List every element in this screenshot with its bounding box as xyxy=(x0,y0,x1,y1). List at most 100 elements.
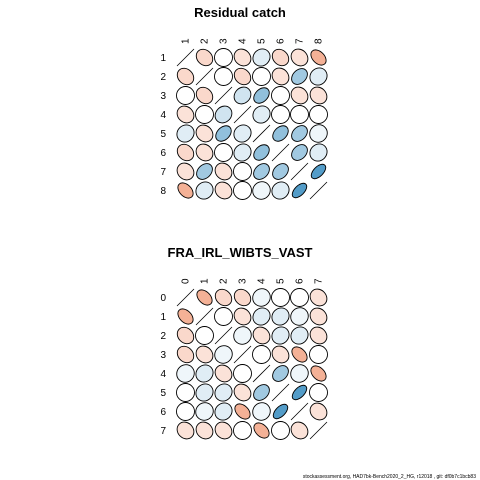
correlation-ellipse xyxy=(291,182,308,199)
row-label: 6 xyxy=(160,407,166,418)
correlation-ellipse xyxy=(253,384,270,401)
row-label: 5 xyxy=(160,129,166,140)
correlation-ellipse xyxy=(233,86,252,105)
panel-1-title: Residual catch xyxy=(194,5,286,20)
correlation-ellipse xyxy=(272,365,289,382)
correlation-ellipse xyxy=(253,144,270,161)
row-label: 7 xyxy=(160,426,166,437)
row-label: 7 xyxy=(160,167,166,178)
correlation-ellipse xyxy=(215,125,232,142)
correlation-ellipse xyxy=(290,326,309,345)
correlation-ellipse xyxy=(195,86,214,105)
correlation-ellipse xyxy=(176,162,195,181)
correlation-ellipse xyxy=(195,345,214,364)
correlation-ellipse xyxy=(310,163,327,180)
correlation-ellipse xyxy=(214,67,233,86)
correlation-ellipse xyxy=(309,288,328,307)
correlation-ellipse xyxy=(271,326,290,345)
correlation-ellipse xyxy=(214,181,233,200)
diagonal-mark xyxy=(233,345,252,364)
correlation-ellipse xyxy=(195,105,214,124)
correlation-ellipse xyxy=(309,307,328,326)
correlation-ellipse xyxy=(271,181,290,200)
correlation-ellipse xyxy=(196,289,213,306)
diagonal-mark xyxy=(271,383,290,402)
diagonal-mark xyxy=(233,105,252,124)
correlation-ellipse xyxy=(290,105,309,124)
correlation-ellipse xyxy=(196,163,213,180)
correlation-ellipse xyxy=(195,143,214,162)
column-label: 5 xyxy=(276,278,287,284)
correlation-ellipse xyxy=(309,67,328,86)
column-label: 5 xyxy=(257,38,268,44)
correlation-ellipse xyxy=(176,326,195,345)
row-label: 1 xyxy=(160,53,166,64)
correlation-ellipse xyxy=(252,105,271,124)
correlation-ellipse xyxy=(253,163,270,180)
correlation-ellipse xyxy=(195,383,214,402)
correlation-ellipse xyxy=(214,364,233,383)
correlation-ellipse xyxy=(177,182,194,199)
correlation-ellipse xyxy=(309,86,328,105)
diagonal-mark xyxy=(252,124,271,143)
column-label: 7 xyxy=(295,38,306,44)
correlation-ellipse xyxy=(252,402,271,421)
correlation-ellipse xyxy=(291,144,308,161)
column-label: 8 xyxy=(314,38,325,44)
survey-correlation-panel: 0 1 2 3 4 5 6 7 0 1 2 3 4 5 6 7 xyxy=(160,278,328,440)
correlation-ellipse xyxy=(271,48,290,67)
correlation-ellipse xyxy=(271,105,290,124)
correlation-ellipse xyxy=(310,365,327,382)
correlation-ellipse xyxy=(176,86,195,105)
column-label: 6 xyxy=(276,38,287,44)
diagonal-mark xyxy=(271,143,290,162)
correlation-ellipse xyxy=(214,402,233,421)
correlation-ellipse xyxy=(214,345,233,364)
diagonal-mark xyxy=(290,162,309,181)
row-label: 8 xyxy=(160,186,166,197)
correlation-ellipse xyxy=(233,364,252,383)
correlation-ellipse xyxy=(233,307,252,326)
column-label: 1 xyxy=(181,38,192,44)
correlation-ellipse xyxy=(233,421,252,440)
row-label: 4 xyxy=(160,110,166,121)
correlation-ellipse xyxy=(310,49,327,66)
correlation-ellipse xyxy=(233,48,252,67)
row-label: 2 xyxy=(160,331,166,342)
column-label: 3 xyxy=(238,278,249,284)
correlation-ellipse xyxy=(309,143,328,162)
correlation-ellipse xyxy=(272,163,289,180)
correlation-ellipse xyxy=(271,421,290,440)
correlation-ellipse xyxy=(233,383,252,402)
correlation-ellipse xyxy=(271,345,290,364)
correlation-ellipse xyxy=(252,307,271,326)
correlation-ellipse xyxy=(233,143,252,162)
correlation-ellipse xyxy=(233,67,252,86)
correlation-ellipse xyxy=(214,143,233,162)
correlation-ellipse xyxy=(290,48,309,67)
correlation-ellipse xyxy=(176,421,195,440)
row-label: 0 xyxy=(160,293,166,304)
correlation-ellipse xyxy=(214,288,233,307)
correlation-ellipse xyxy=(195,364,214,383)
column-label: 4 xyxy=(238,38,249,44)
correlation-ellipse xyxy=(195,402,214,421)
correlation-ellipse xyxy=(177,308,194,325)
correlation-ellipse xyxy=(290,86,309,105)
column-label: 2 xyxy=(200,38,211,44)
diagonal-mark xyxy=(252,364,271,383)
diagonal-mark xyxy=(176,288,195,307)
row-label: 3 xyxy=(160,350,166,361)
correlation-ellipse xyxy=(309,383,328,402)
correlation-ellipse xyxy=(291,384,308,401)
correlation-ellipse xyxy=(176,345,195,364)
correlation-ellipse xyxy=(176,402,195,421)
correlation-ellipse xyxy=(176,124,195,143)
footer-caption: stockassessment.org, HAD7bk-Bench2020_2_… xyxy=(303,474,476,480)
correlation-ellipse xyxy=(233,162,252,181)
correlation-ellipse xyxy=(272,125,289,142)
correlation-ellipse xyxy=(176,143,195,162)
correlation-ellipse xyxy=(290,364,309,383)
diagonal-mark xyxy=(214,326,233,345)
column-label: 7 xyxy=(314,278,325,284)
